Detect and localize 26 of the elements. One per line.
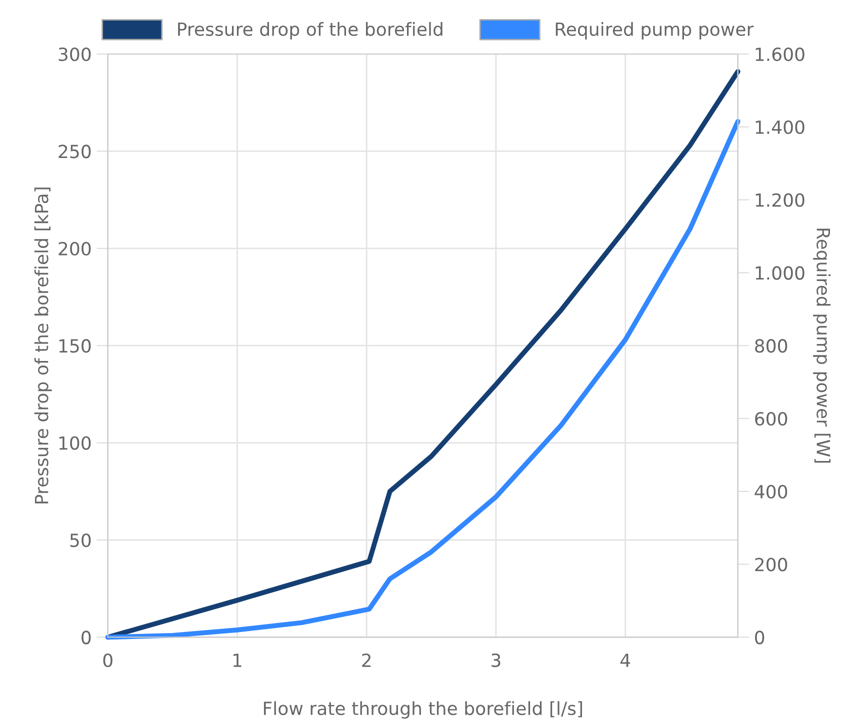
y2-axis-title: Required pump power [W]: [813, 228, 831, 463]
y2-tick-label: 800: [755, 339, 788, 353]
y2-tick-label: 1.600: [756, 47, 804, 62]
legend-label: Required pump power: [556, 22, 754, 40]
y-tick-label: 150: [59, 339, 91, 353]
y-tick-label: 50: [70, 533, 91, 548]
y-tick-label: 100: [59, 436, 91, 450]
y2-tick-label: 0: [755, 630, 764, 644]
x-axis-title: Flow rate through the borefield [l/s]: [264, 701, 582, 719]
legend-label: Pressure drop of the borefield: [178, 22, 442, 40]
y2-tick-label: 1.400: [756, 120, 804, 134]
y-tick-label: 0: [82, 630, 91, 644]
y2-tick-label: 200: [755, 558, 788, 572]
x-tick-label: 3: [492, 653, 500, 668]
y-axis-title: Pressure drop of the borefield [kPa]: [34, 188, 52, 504]
y2-tick-label: 1.000: [756, 266, 804, 280]
y-tick-label: 250: [58, 144, 91, 158]
y-tick-label: 300: [58, 47, 91, 62]
y2-tick-label: 1.200: [756, 193, 804, 207]
y2-tick-label: 600: [755, 412, 788, 426]
x-tick-label: 2: [362, 653, 371, 667]
y-tick-label: 200: [58, 242, 91, 256]
x-tick-label: 1: [233, 654, 242, 667]
y2-tick-label: 400: [754, 484, 788, 499]
x-tick-label: 4: [620, 654, 630, 667]
x-tick-label: 0: [103, 653, 112, 668]
